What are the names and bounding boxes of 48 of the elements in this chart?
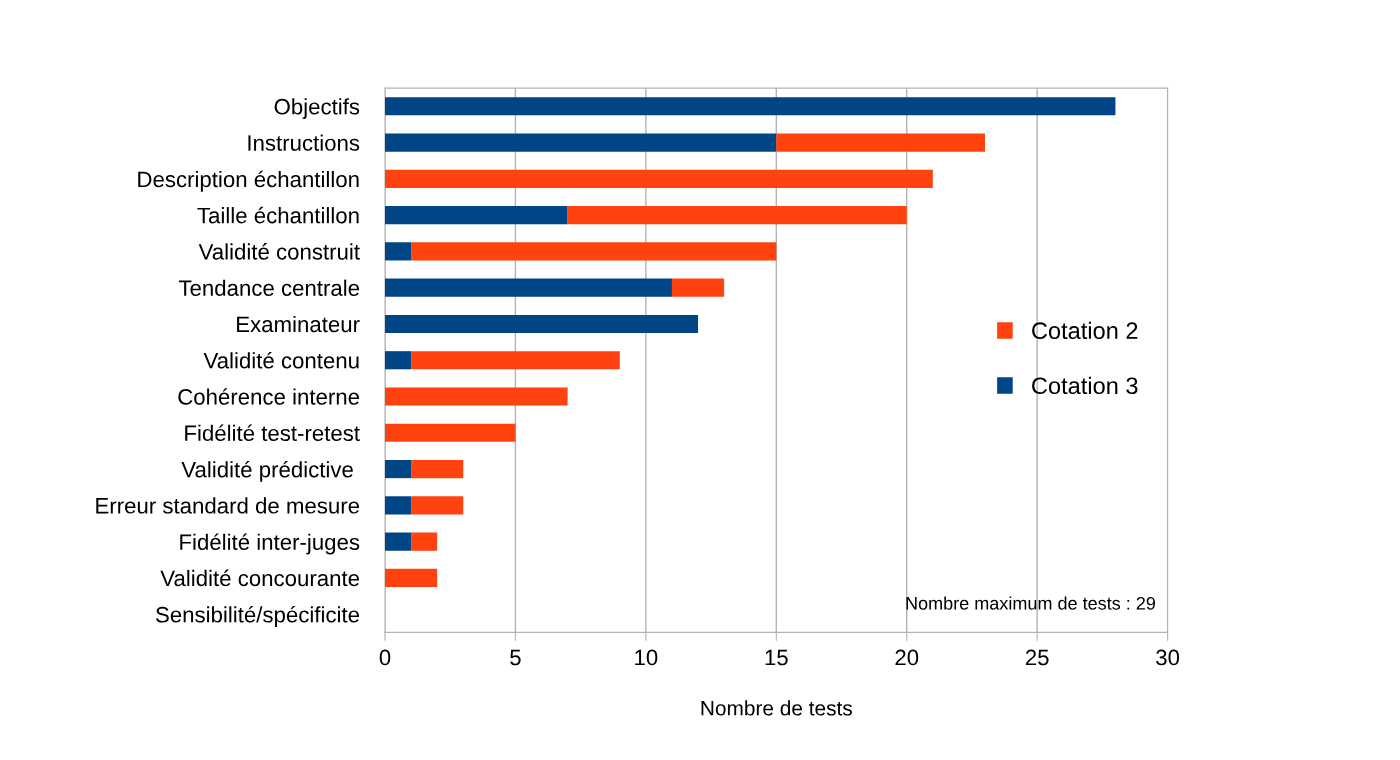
bar [385, 423, 516, 442]
y-tick-label: Validité construit [198, 243, 360, 260]
bar [385, 242, 412, 261]
x-tick-label: 20 [895, 649, 919, 666]
bar [385, 133, 777, 152]
y-tick-label: Cohérence interne [178, 388, 360, 405]
x-tick-label: 5 [510, 649, 521, 666]
legend-label: Cotation 2 [1032, 321, 1138, 340]
y-tick-label: Taille échantillon [197, 206, 359, 224]
x-tick-label: 0 [379, 649, 391, 666]
bar [385, 169, 933, 188]
y-tick-label: Description échantillon [138, 170, 359, 192]
y-tick-label: Validité contenu [203, 351, 359, 369]
y-tick-label: Instructions [248, 134, 360, 151]
y-tick-label: Sensibilité/spécificite [155, 606, 360, 627]
legend-label: Cotation 3 [1032, 376, 1138, 395]
bar [411, 460, 464, 479]
x-tick-label: 10 [635, 649, 658, 666]
y-tick-label: Tendance centrale [178, 279, 360, 296]
bar [385, 351, 412, 370]
x-axis-title: Nombre de tests [701, 700, 852, 716]
x-tick-label: 25 [1025, 649, 1049, 666]
y-tick-label: Fidélité test-retest [185, 424, 360, 442]
y-tick-label: Validité concourante [160, 569, 360, 587]
y-tick-label: Validité prédictive [181, 460, 353, 482]
y-tick-label: Objectifs [274, 98, 360, 119]
y-tick-label: Fidélité inter-juges [180, 533, 360, 555]
bar [385, 460, 412, 479]
bar [385, 278, 672, 297]
bar [385, 532, 412, 551]
bar [411, 496, 464, 515]
bar [385, 568, 438, 587]
y-tick-label: Erreur standard de mesure [96, 497, 360, 514]
bar [567, 206, 907, 225]
x-tick-label: 15 [765, 649, 788, 666]
bar [411, 242, 777, 261]
bar [776, 133, 985, 152]
bar [411, 351, 620, 370]
y-tick-label: Examinateur [237, 315, 360, 333]
x-tick-label: 30 [1156, 649, 1180, 666]
bar [385, 496, 412, 515]
bar [671, 278, 725, 297]
bar [411, 532, 438, 551]
bar [385, 387, 568, 406]
bar [385, 314, 699, 334]
annotation: Nombre maximum de tests : 29 [906, 596, 1156, 610]
bar [385, 97, 1116, 116]
bar [385, 206, 568, 225]
